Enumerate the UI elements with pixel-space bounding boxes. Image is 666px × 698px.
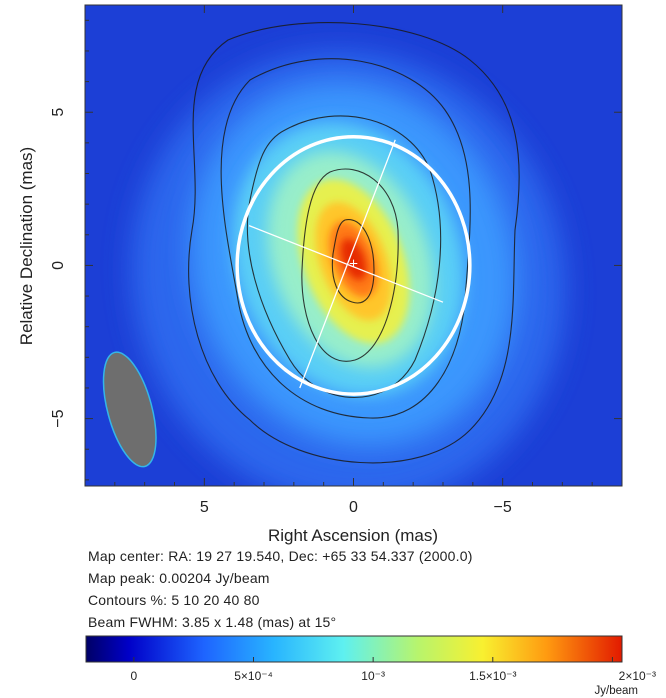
y-axis-label: Relative Declination (mas) (17, 147, 36, 345)
contour-line (220, 58, 471, 419)
y-tick-label: 0 (50, 261, 67, 270)
colorbar-tick-label: 0 (131, 669, 138, 683)
colorbar-tick-label: 10⁻³ (361, 669, 385, 683)
x-axis-label: Right Ascension (mas) (268, 526, 438, 545)
beam-ellipse (102, 351, 157, 468)
intensity-map (85, 5, 622, 486)
overlay-ellipse (235, 134, 472, 396)
colorbar-ticks: 0 5×10⁻⁴ 10⁻³ 1.5×10⁻³ 2×10⁻³ (131, 657, 656, 683)
overlay-axis-line (299, 139, 396, 389)
colorbar-tick-label: 1.5×10⁻³ (469, 669, 516, 683)
x-axis-ticks: 5 0 −5 (114, 5, 593, 516)
map-peak-text: Map peak: 0.00204 Jy/beam (88, 570, 270, 586)
map-center-text: Map center: RA: 19 27 19.540, Dec: +65 3… (88, 548, 473, 564)
y-tick-label: −5 (50, 409, 67, 427)
contours-text: Contours %: 5 10 20 40 80 (88, 592, 260, 608)
colorbar (85, 635, 623, 663)
contour-line (301, 168, 399, 362)
colorbar-tick-label: 5×10⁻⁴ (234, 669, 273, 683)
contour-line (331, 219, 375, 304)
colorbar-tick-label: 2×10⁻³ (619, 669, 656, 683)
y-tick-label: 5 (50, 108, 67, 117)
y-axis-ticks: 5 0 −5 (50, 19, 622, 481)
model-ellipse-overlay: + (235, 134, 472, 396)
overlay-axis-line (248, 224, 444, 303)
contour-line (188, 22, 520, 464)
beam-ellipse-shape (102, 351, 157, 468)
colorbar-unit: Jy/beam (595, 685, 638, 697)
x-tick-label: 5 (200, 499, 209, 516)
x-tick-label: 0 (349, 499, 358, 516)
center-marker: + (348, 256, 358, 270)
x-tick-label: −5 (494, 499, 512, 516)
beam-fwhm-text: Beam FWHM: 3.85 x 1.48 (mas) at 15° (88, 614, 337, 630)
